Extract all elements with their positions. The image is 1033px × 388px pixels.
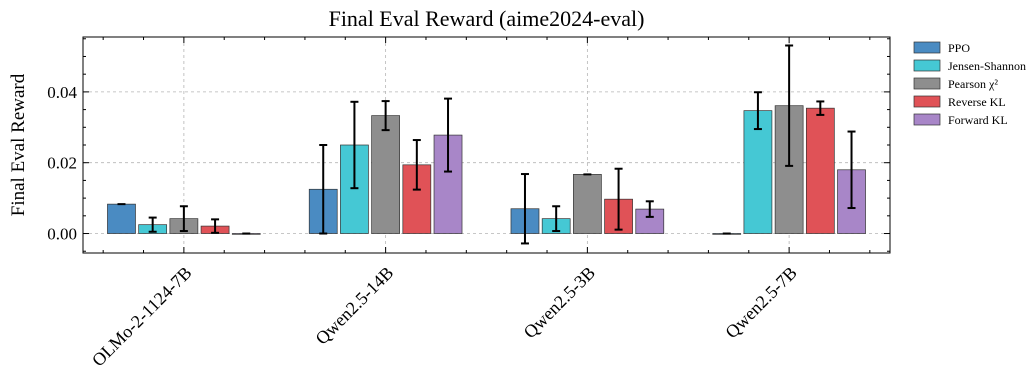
legend-label: Jensen-Shannon xyxy=(948,59,1026,73)
legend-swatch xyxy=(913,59,941,72)
legend-swatch xyxy=(913,95,941,108)
y-tick-label: 0.02 xyxy=(47,154,77,173)
y-axis-label: Final Eval Reward xyxy=(8,73,29,216)
bar xyxy=(107,203,136,234)
x-tick-label: Qwen2.5-3B xyxy=(520,263,600,343)
x-tick-label: Qwen2.5-7B xyxy=(721,263,801,343)
legend-swatch xyxy=(913,77,941,90)
legend-swatch xyxy=(913,113,941,126)
y-tick-label: 0.04 xyxy=(47,83,77,102)
legend-label: Pearson χ² xyxy=(948,77,998,91)
bar xyxy=(371,115,400,234)
legend-label: PPO xyxy=(948,41,970,55)
bar xyxy=(805,107,835,234)
legend-label: Forward KL xyxy=(948,113,1008,127)
chart-title: Final Eval Reward (aime2024-eval) xyxy=(329,6,645,31)
y-tick-label: 0.00 xyxy=(47,225,77,244)
legend-label: Reverse KL xyxy=(948,95,1006,109)
bar xyxy=(743,110,773,234)
legend-swatch xyxy=(913,41,941,54)
x-tick-label: OLMo-2-1124-7B xyxy=(88,263,196,371)
bar xyxy=(573,174,602,234)
x-tick-label: Qwen2.5-14B xyxy=(311,263,397,349)
